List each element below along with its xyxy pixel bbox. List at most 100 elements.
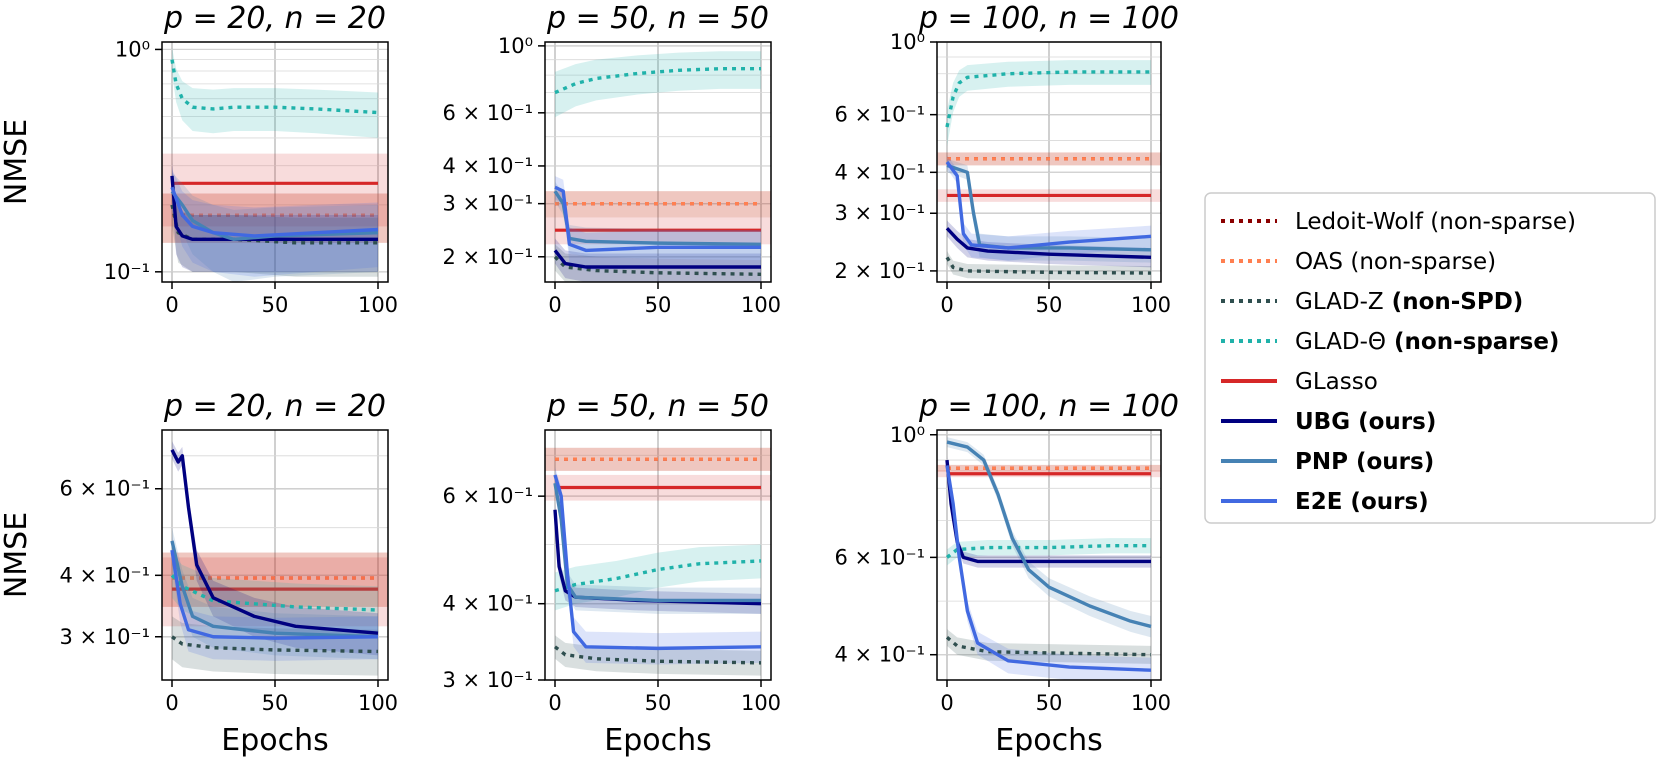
curve-ubg [945,227,1152,260]
x-tick-label: 50 [1036,293,1063,317]
y-tick-label: 10⁰ [890,30,925,54]
band-gladz [172,616,378,676]
y-tick-label: 6 × 10⁻¹ [442,484,533,508]
legend-label-e2e: E2E (ours) [1295,489,1429,515]
legend-name: PNP (ours) [1295,449,1434,475]
band-ubg [947,456,1151,568]
y-axis-label: NMSE [0,119,34,205]
baseline-band-oas [162,552,388,607]
x-tick-label: 0 [940,691,953,715]
x-tick-label: 50 [262,293,289,317]
x-tick-label: 100 [1131,293,1171,317]
y-tick-label: 3 × 10⁻¹ [834,201,925,225]
chart-title: p = 50, n = 50 [546,1,769,36]
y-tick-label: 10⁰ [115,37,150,61]
legend-name: UBG (ours) [1295,409,1436,435]
x-tick-label: 0 [165,293,178,317]
y-tick-label: 10⁻¹ [104,260,150,284]
x-tick-label: 0 [165,691,178,715]
curve-ubg [170,175,378,242]
legend-name: E2E (ours) [1295,489,1429,515]
band-gladt [172,47,378,138]
band-gladt [947,60,1151,147]
curve-pnp [946,440,1152,629]
x-tick-label: 100 [358,293,398,317]
baseline-band-glasso [162,153,388,227]
x-axis-label: Epochs [221,723,329,758]
legend-label-pnp: PNP (ours) [1295,449,1434,475]
chart-panel-3: 0 50 100 10⁰ 6 × 10⁻¹ 4 × 10⁻¹ 3 × 10⁻¹ 2 × 10⁻… [834,1,1179,317]
plot-area [162,47,388,282]
curve-ubg [170,449,379,635]
y-tick-label: 4 × 10⁻¹ [59,563,150,587]
y-tick-label: 10⁰ [890,423,925,447]
y-tick-label: 3 × 10⁻¹ [442,668,533,692]
legend-label-glasso: GLasso [1295,369,1378,395]
y-tick-label: 4 × 10⁻¹ [442,592,533,616]
y-tick-label: 6 × 10⁻¹ [834,103,925,127]
legend-label-ledoit: Ledoit-Wolf (non-sparse) [1295,209,1576,235]
curve-e2e [170,549,379,640]
curve-pnp [553,190,762,246]
curve-gladz [553,255,762,276]
legend-label-gladt: GLAD-Θ (non-sparse) [1295,329,1559,355]
plot-area [162,441,388,676]
chart-panel-4: 0 50 100 6 × 10⁻¹ 4 × 10⁻¹ 3 × 10⁻¹ p = 20, n … [0,389,398,758]
plot-area [937,60,1161,281]
curve-gladt [170,59,379,115]
grid-minor [545,45,771,258]
y-tick-label: 6 × 10⁻¹ [59,477,150,501]
grid-minor [162,455,388,638]
legend-label-ubg: UBG (ours) [1295,409,1436,435]
grid-minor [937,434,1161,656]
x-axis-label: Epochs [604,723,712,758]
chart-panel-1: 0 50 100 10⁰ 10⁻¹ p = 20, n = 20 NMSE [0,1,398,317]
x-tick-label: 0 [548,691,561,715]
band-gladt [172,554,378,637]
legend-name: Ledoit-Wolf [1295,209,1424,235]
x-tick-label: 100 [358,691,398,715]
x-tick-label: 0 [940,293,953,317]
band-e2e [947,155,1151,261]
y-tick-label: 4 × 10⁻¹ [442,154,533,178]
chart-panel-5: 0 50 100 6 × 10⁻¹ 4 × 10⁻¹ 3 × 10⁻¹ p = 50, n … [442,389,781,758]
legend-label-gladz: GLAD-Z (non-SPD) [1295,289,1523,315]
chart-title: p = 100, n = 100 [918,389,1179,424]
y-tick-label: 2 × 10⁻¹ [442,245,533,269]
x-tick-label: 50 [645,293,672,317]
legend-suffix: (non-sparse) [1386,329,1559,355]
legend-suffix: (non-sparse) [1343,249,1496,275]
curve-ubg [945,459,1151,564]
y-tick-label: 10⁰ [498,34,533,58]
x-tick-label: 100 [741,691,781,715]
band-ubg [172,162,378,272]
plot-area [545,447,771,676]
grid-minor [162,49,388,273]
plot-area [937,437,1161,680]
y-tick-label: 3 × 10⁻¹ [442,192,533,216]
legend-suffix: (non-SPD) [1384,289,1524,315]
x-tick-label: 100 [741,293,781,317]
chart-title: p = 100, n = 100 [918,1,1179,36]
x-tick-label: 50 [262,691,289,715]
x-tick-label: 50 [645,691,672,715]
band-gladt [555,544,761,611]
curve-pnp [170,540,379,639]
band-pnp [947,437,1151,638]
legend-name: GLasso [1295,369,1378,395]
legend-name: OAS [1295,249,1343,275]
curve-e2e [170,186,379,238]
baseline-band-ledoit [162,552,388,607]
x-axis-label: Epochs [995,723,1103,758]
band-pnp [947,158,1151,263]
chart-panel-2: 0 50 100 10⁰ 6 × 10⁻¹ 4 × 10⁻¹ 3 × 10⁻¹ 2 × 10⁻… [442,1,781,317]
band-e2e [555,466,761,665]
x-tick-label: 50 [1036,691,1063,715]
chart-title: p = 20, n = 20 [163,389,386,424]
y-tick-label: 4 × 10⁻¹ [834,160,925,184]
band-gladz [555,635,761,676]
curve-e2e [553,474,762,651]
x-tick-label: 0 [548,293,561,317]
band-gladt [555,51,761,118]
